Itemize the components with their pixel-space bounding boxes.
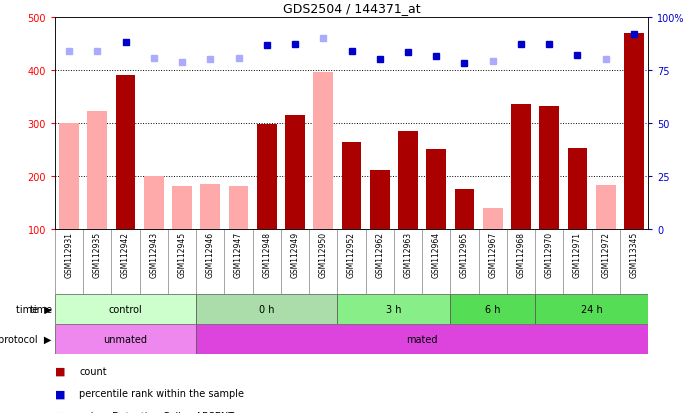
Text: GSM112972: GSM112972 xyxy=(601,231,610,277)
Text: GSM112962: GSM112962 xyxy=(376,231,384,277)
Bar xyxy=(87,112,107,230)
Text: GSM113345: GSM113345 xyxy=(630,231,639,278)
Text: 3 h: 3 h xyxy=(386,304,401,314)
Text: GSM112946: GSM112946 xyxy=(206,231,215,278)
Text: GSM112968: GSM112968 xyxy=(517,231,526,277)
Bar xyxy=(370,170,389,230)
Text: GSM112943: GSM112943 xyxy=(149,231,158,278)
Bar xyxy=(483,209,503,230)
Text: ■: ■ xyxy=(55,388,66,399)
Text: GSM112945: GSM112945 xyxy=(177,231,186,278)
Bar xyxy=(511,105,530,230)
Bar xyxy=(313,72,333,230)
Bar xyxy=(55,324,196,354)
Text: 6 h: 6 h xyxy=(485,304,500,314)
Bar xyxy=(59,124,79,230)
Text: GSM112931: GSM112931 xyxy=(65,231,73,277)
Bar xyxy=(341,142,362,230)
Bar xyxy=(398,132,418,230)
Text: unmated: unmated xyxy=(103,334,147,344)
Bar xyxy=(624,34,644,230)
Bar xyxy=(200,185,220,230)
Text: 24 h: 24 h xyxy=(581,304,602,314)
Text: time: time xyxy=(30,304,55,314)
Text: protocol  ▶: protocol ▶ xyxy=(0,334,52,344)
Bar xyxy=(196,324,648,354)
Text: GSM112967: GSM112967 xyxy=(488,231,497,278)
Bar xyxy=(144,177,164,230)
Text: ■: ■ xyxy=(55,366,66,376)
Text: mated: mated xyxy=(406,334,438,344)
Bar xyxy=(454,189,475,230)
Text: GSM112949: GSM112949 xyxy=(290,231,299,278)
Bar xyxy=(116,76,135,230)
Bar xyxy=(172,186,192,230)
Text: time  ▶: time ▶ xyxy=(15,304,52,314)
Bar xyxy=(55,294,196,324)
Text: ■: ■ xyxy=(55,411,66,413)
Text: control: control xyxy=(109,304,142,314)
Bar xyxy=(540,107,559,230)
Text: GSM112970: GSM112970 xyxy=(544,231,554,278)
Bar xyxy=(426,150,446,230)
Bar xyxy=(535,294,648,324)
Bar xyxy=(596,185,616,230)
Bar xyxy=(196,294,337,324)
Title: GDS2504 / 144371_at: GDS2504 / 144371_at xyxy=(283,2,420,15)
Bar xyxy=(450,294,535,324)
Text: GSM112971: GSM112971 xyxy=(573,231,582,277)
Bar xyxy=(285,116,305,230)
Text: GSM112942: GSM112942 xyxy=(121,231,130,277)
Bar xyxy=(257,125,276,230)
Text: count: count xyxy=(80,366,107,376)
Text: GSM112948: GSM112948 xyxy=(262,231,272,277)
Text: GSM112952: GSM112952 xyxy=(347,231,356,277)
Bar xyxy=(229,186,248,230)
Text: percentile rank within the sample: percentile rank within the sample xyxy=(80,388,244,399)
Text: GSM112964: GSM112964 xyxy=(432,231,440,278)
Text: GSM112963: GSM112963 xyxy=(403,231,413,278)
Text: GSM112935: GSM112935 xyxy=(93,231,102,278)
Text: 0 h: 0 h xyxy=(259,304,274,314)
Text: value, Detection Call = ABSENT: value, Detection Call = ABSENT xyxy=(80,411,235,413)
Text: GSM112947: GSM112947 xyxy=(234,231,243,278)
Bar xyxy=(337,294,450,324)
Text: GSM112950: GSM112950 xyxy=(319,231,328,278)
Bar xyxy=(567,149,587,230)
Text: GSM112965: GSM112965 xyxy=(460,231,469,278)
